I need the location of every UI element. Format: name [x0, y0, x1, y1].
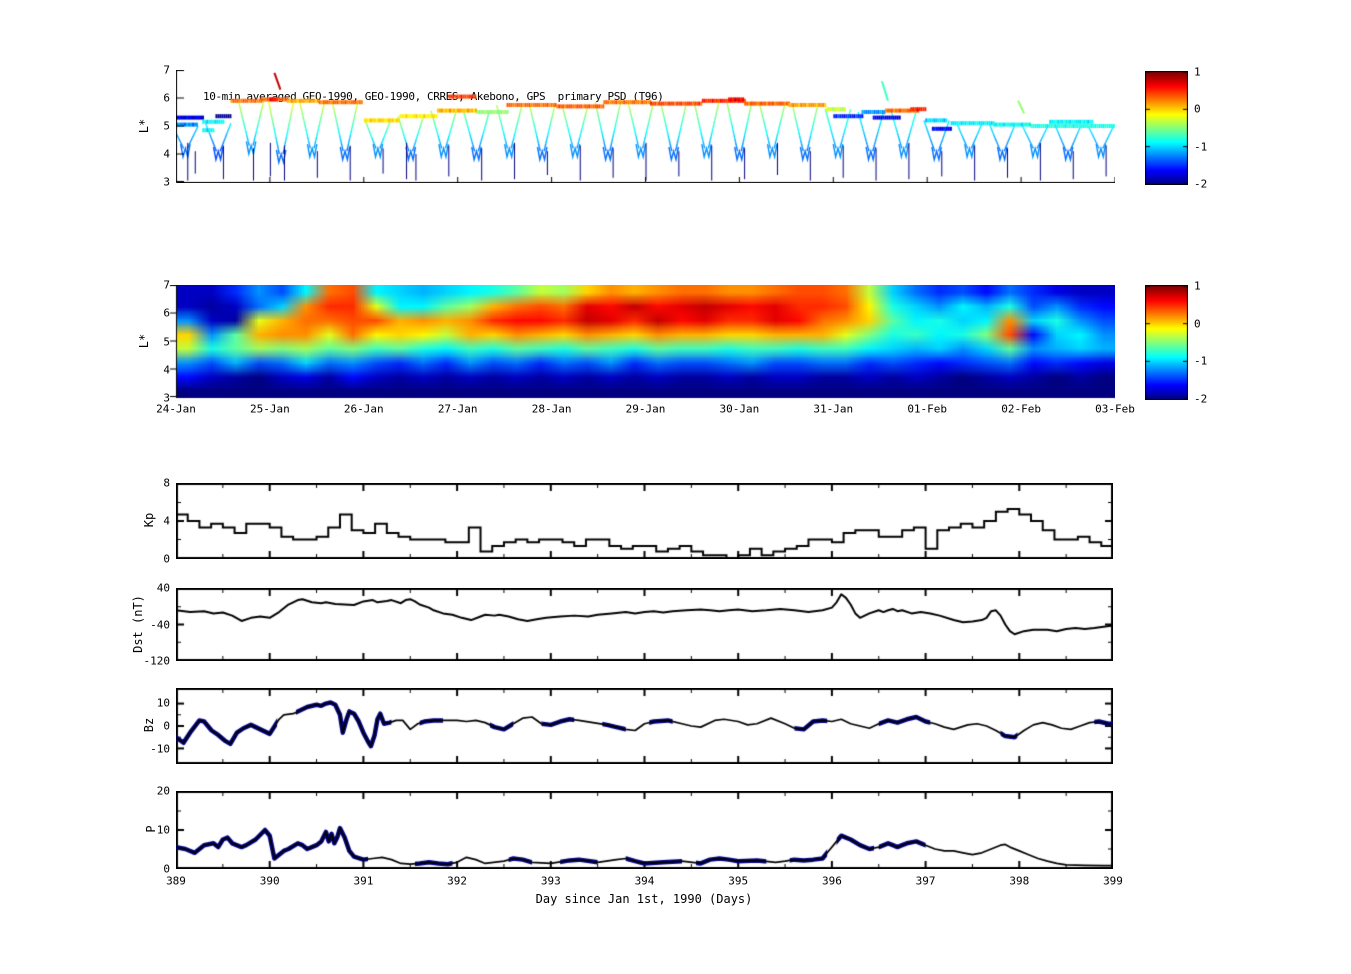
- x-tick-label: 394: [634, 874, 655, 888]
- x-tick-label: 389: [166, 874, 186, 888]
- colorbar-tick-label: -1: [1194, 354, 1208, 368]
- p-plot-canvas-y-tick-label: 20: [156, 784, 170, 798]
- kp-ylabel: Kp: [142, 512, 156, 528]
- colorbar-tick-label: -2: [1194, 177, 1208, 191]
- kp-y-tick-label: 0: [163, 552, 170, 566]
- x-tick-label: 392: [447, 874, 468, 888]
- x-axis-label: Day since Jan 1st, 1990 (Days): [535, 892, 753, 906]
- p1-y-tick-label: 6: [163, 91, 170, 105]
- colorbar-tick-label: 0: [1194, 102, 1201, 116]
- bz-plot-canvas-y-tick-label: 10: [156, 696, 170, 710]
- p1-y-tick-label: 7: [163, 63, 170, 77]
- bz-plot-canvas-y-tick-label: 0: [163, 719, 170, 733]
- p2-date-label: 30-Jan: [719, 402, 760, 416]
- kp-plot-canvas: [176, 483, 1113, 559]
- p1-y-tick-label: 3: [163, 175, 170, 189]
- panel1-ylabel: L*: [137, 118, 151, 134]
- p2-y-tick-label: 3: [163, 391, 170, 405]
- colorbar-tick-label: -1: [1194, 140, 1208, 154]
- colorbar-top-canvas: [1145, 71, 1188, 185]
- psd-track-plot-canvas: [176, 70, 1115, 183]
- p2-date-label: 03-Feb: [1095, 402, 1135, 416]
- p-plot-canvas-y-tick-label: 10: [156, 823, 170, 837]
- kp-y-tick-label: 8: [163, 476, 170, 490]
- p2-y-tick-label: 5: [163, 335, 170, 348]
- p2-y-tick-label: 4: [163, 363, 170, 377]
- p2-y-tick-label: 6: [163, 306, 170, 320]
- dst-y-tick-label: 40: [156, 581, 170, 595]
- dst-y-tick-label: -40: [150, 618, 170, 631]
- p2-date-label: 26-Jan: [343, 402, 384, 416]
- dst-plot-canvas: [176, 588, 1113, 661]
- dst-ylabel: Dst (nT): [131, 595, 145, 653]
- bz-plot-canvas-y-tick-label: -10: [150, 742, 170, 756]
- p2-date-label: 27-Jan: [437, 402, 478, 416]
- p1-y-tick-label: 5: [163, 119, 170, 133]
- x-tick-label: 398: [1009, 874, 1030, 888]
- p2-date-label: 25-Jan: [250, 402, 290, 416]
- x-tick-label: 390: [259, 874, 280, 888]
- p2-date-label: 24-Jan: [156, 402, 196, 416]
- p-plot-canvas: [176, 791, 1113, 869]
- p1-y-tick-label: 4: [163, 147, 170, 161]
- colorbar-tick-label: 0: [1194, 317, 1201, 331]
- dst-y-tick-label: -120: [143, 654, 171, 668]
- x-tick-label: 396: [821, 874, 842, 888]
- colorbar-tick-label: 1: [1194, 279, 1201, 293]
- p2-date-label: 29-Jan: [625, 402, 666, 416]
- p2-date-label: 01-Feb: [907, 402, 948, 416]
- bz-plot-canvas: [176, 688, 1113, 764]
- x-tick-label: 399: [1103, 874, 1123, 888]
- p2-date-label: 31-Jan: [813, 402, 854, 416]
- x-tick-label: 391: [353, 874, 374, 888]
- x-tick-label: 393: [540, 874, 561, 888]
- x-tick-label: 397: [915, 874, 936, 888]
- colorbar-bottom-canvas: [1145, 285, 1188, 400]
- p-plot-canvas-y-tick-label: 0: [163, 862, 170, 876]
- colorbar-tick-label: -2: [1194, 392, 1208, 406]
- bz-ylabel: Bz: [142, 717, 156, 733]
- psd-heatmap-canvas: [168, 285, 1115, 399]
- colorbar-tick-label: 1: [1194, 65, 1201, 79]
- p2-y-tick-label: 7: [163, 278, 170, 292]
- p2-date-label: 02-Feb: [1001, 402, 1041, 416]
- kp-y-tick-label: 4: [163, 514, 170, 528]
- panel2-ylabel: L*: [137, 333, 151, 349]
- x-tick-label: 395: [728, 874, 749, 888]
- p2-date-label: 28-Jan: [531, 402, 572, 416]
